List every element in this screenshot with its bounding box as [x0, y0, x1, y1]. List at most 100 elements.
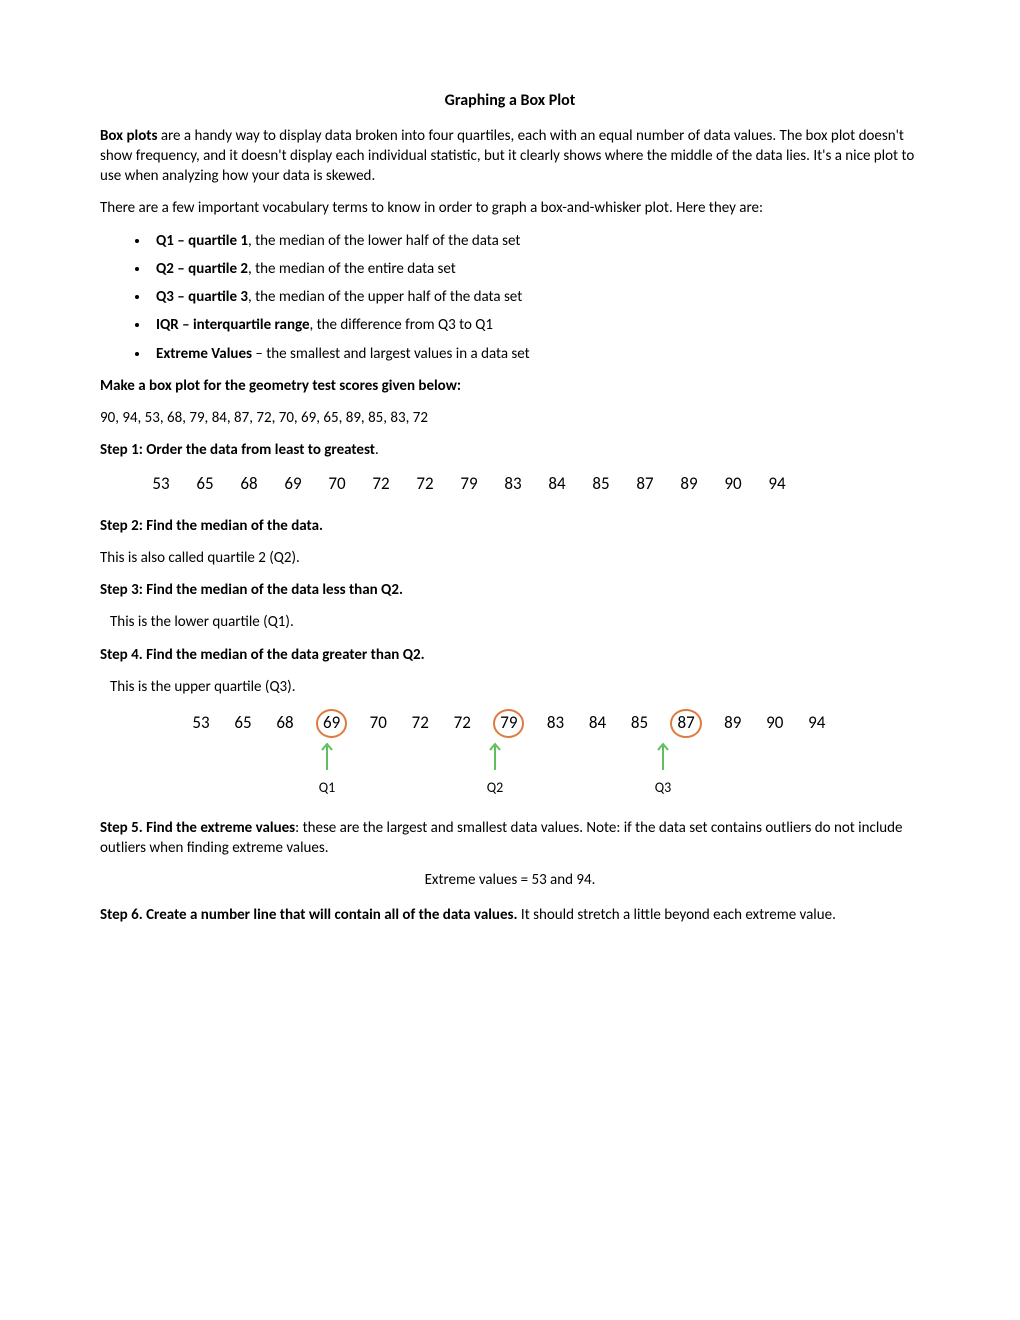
- vocab-item: IQR – interquartile range, the differenc…: [150, 315, 920, 335]
- step1-dot: .: [375, 441, 379, 459]
- prompt-text: Make a box plot for the geometry test sc…: [100, 377, 461, 395]
- step2-text: This is also called quartile 2 (Q2).: [100, 548, 920, 568]
- step6: Step 6. Create a number line that will c…: [100, 905, 920, 925]
- circled-quartile-value: 87: [670, 709, 701, 738]
- raw-data-list: 90, 94, 53, 68, 79, 84, 87, 72, 70, 69, …: [100, 408, 920, 428]
- quartile-label: [442, 779, 464, 798]
- vocab-item: Q3 – quartile 3, the median of the upper…: [150, 287, 920, 307]
- quartile-value: 69: [316, 709, 347, 738]
- ordered-value: 87: [634, 473, 656, 496]
- quartile-value: 65: [232, 712, 254, 735]
- quartile-value: 83: [544, 712, 566, 735]
- ordered-value: 90: [722, 473, 744, 496]
- step4: Step 4. Find the median of the data grea…: [100, 645, 920, 665]
- arrow-cell: [400, 740, 422, 777]
- ordered-value: 53: [150, 473, 172, 496]
- quartile-value: 94: [806, 712, 828, 735]
- ordered-value: 89: [678, 473, 700, 496]
- ordered-value: 72: [414, 473, 436, 496]
- vocab-term: Q2 – quartile 2: [156, 260, 248, 278]
- vocab-def: , the difference from Q3 to Q1: [310, 316, 493, 334]
- arrow-cell: [190, 740, 212, 777]
- quartile-value: 90: [764, 712, 786, 735]
- vocab-item: Q1 – quartile 1, the median of the lower…: [150, 231, 920, 251]
- arrow-cell: [232, 740, 254, 777]
- intro-p1-rest: are a handy way to display data broken i…: [100, 127, 914, 186]
- arrow-cell: [442, 740, 464, 777]
- ordered-value: 79: [458, 473, 480, 496]
- quartile-label: [400, 779, 422, 798]
- arrow-cell: [568, 740, 590, 777]
- quartile-label: [694, 779, 716, 798]
- quartile-value-row: 536568697072727983848587899094: [190, 709, 920, 738]
- quartile-label: Q1: [316, 779, 338, 798]
- quartile-label: [274, 779, 296, 798]
- up-arrow-icon: [488, 740, 502, 770]
- quartile-value: 87: [670, 709, 701, 738]
- circled-quartile-value: 69: [316, 709, 347, 738]
- quartile-label: [778, 779, 800, 798]
- arrow-cell: [484, 740, 506, 777]
- up-arrow-icon: [320, 740, 334, 770]
- up-arrow-icon: [656, 740, 670, 770]
- step1: Step 1: Order the data from least to gre…: [100, 440, 920, 460]
- quartile-value: 68: [274, 712, 296, 735]
- quartile-label: [568, 779, 590, 798]
- vocab-term: Extreme Values: [156, 345, 252, 363]
- ordered-value: 68: [238, 473, 260, 496]
- arrow-cell: [274, 740, 296, 777]
- ordered-value: 85: [590, 473, 612, 496]
- step3: Step 3: Find the median of the data less…: [100, 580, 920, 600]
- arrow-cell: [652, 740, 674, 777]
- ordered-value: 69: [282, 473, 304, 496]
- quartile-arrow-row: [190, 740, 920, 777]
- vocab-def: – the smallest and largest values in a d…: [252, 345, 530, 363]
- quartile-label: [526, 779, 548, 798]
- quartile-value: 84: [586, 712, 608, 735]
- vocab-item: Q2 – quartile 2, the median of the entir…: [150, 259, 920, 279]
- step3-head: Step 3: Find the median of the data less…: [100, 581, 403, 599]
- quartile-value: 85: [628, 712, 650, 735]
- step4-head: Step 4. Find the median of the data grea…: [100, 646, 425, 664]
- ordered-value: 84: [546, 473, 568, 496]
- arrow-cell: [316, 740, 338, 777]
- quartile-value: 79: [493, 709, 524, 738]
- quartile-label: [232, 779, 254, 798]
- step5-head: Step 5. Find the extreme values: [100, 819, 295, 837]
- ordered-data-row: 536568697072727983848587899094: [150, 473, 920, 496]
- vocab-def: , the median of the lower half of the da…: [248, 232, 520, 250]
- intro-paragraph-2: There are a few important vocabulary ter…: [100, 198, 920, 218]
- vocab-def: , the median of the entire data set: [248, 260, 456, 278]
- vocab-term: Q3 – quartile 3: [156, 288, 248, 306]
- quartile-value: 72: [409, 712, 431, 735]
- step6-rest: It should stretch a little beyond each e…: [518, 906, 836, 924]
- extreme-values-text: Extreme values = 53 and 94.: [100, 870, 920, 890]
- step6-head: Step 6. Create a number line that will c…: [100, 906, 518, 924]
- quartile-value: 53: [190, 712, 212, 735]
- page-title: Graphing a Box Plot: [100, 90, 920, 112]
- arrow-cell: [358, 740, 380, 777]
- vocab-def: , the median of the upper half of the da…: [248, 288, 522, 306]
- step2-head: Step 2: Find the median of the data.: [100, 517, 323, 535]
- vocab-term: Q1 – quartile 1: [156, 232, 248, 250]
- vocab-list: Q1 – quartile 1, the median of the lower…: [100, 231, 920, 364]
- ordered-value: 65: [194, 473, 216, 496]
- arrow-cell: [694, 740, 716, 777]
- circled-quartile-value: 79: [493, 709, 524, 738]
- quartile-label: Q2: [484, 779, 506, 798]
- ordered-value: 94: [766, 473, 788, 496]
- prompt: Make a box plot for the geometry test sc…: [100, 376, 920, 396]
- step2: Step 2: Find the median of the data.: [100, 516, 920, 536]
- step3-text: This is the lower quartile (Q1).: [100, 612, 920, 632]
- intro-paragraph-1: Box plots are a handy way to display dat…: [100, 126, 920, 187]
- ordered-value: 83: [502, 473, 524, 496]
- quartile-label: [358, 779, 380, 798]
- page: Graphing a Box Plot Box plots are a hand…: [0, 0, 1020, 1320]
- quartile-value: 70: [367, 712, 389, 735]
- arrow-cell: [778, 740, 800, 777]
- step4-text: This is the upper quartile (Q3).: [100, 677, 920, 697]
- vocab-term: IQR – interquartile range: [156, 316, 310, 334]
- vocab-item: Extreme Values – the smallest and larges…: [150, 344, 920, 364]
- quartile-label-row: Q1Q2Q3: [190, 779, 920, 798]
- quartile-value: 72: [451, 712, 473, 735]
